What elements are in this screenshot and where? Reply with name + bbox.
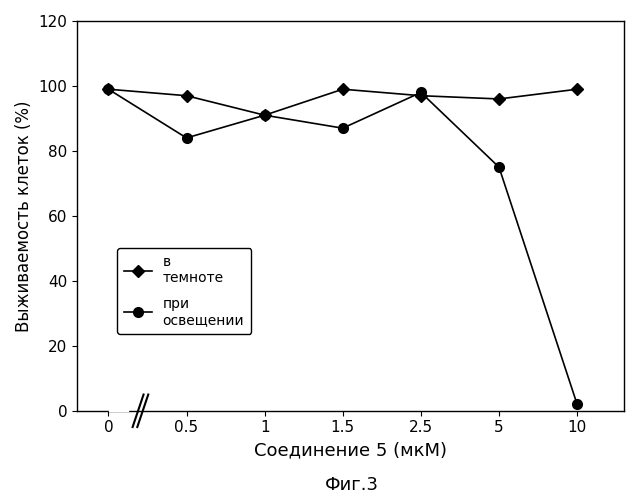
Y-axis label: Выживаемость клеток (%): Выживаемость клеток (%) (15, 100, 33, 332)
Legend: в
темноте, при
освещении: в темноте, при освещении (117, 249, 251, 334)
Text: Фиг.3: Фиг.3 (325, 476, 378, 494)
X-axis label: Соединение 5 (мкМ): Соединение 5 (мкМ) (254, 441, 447, 459)
